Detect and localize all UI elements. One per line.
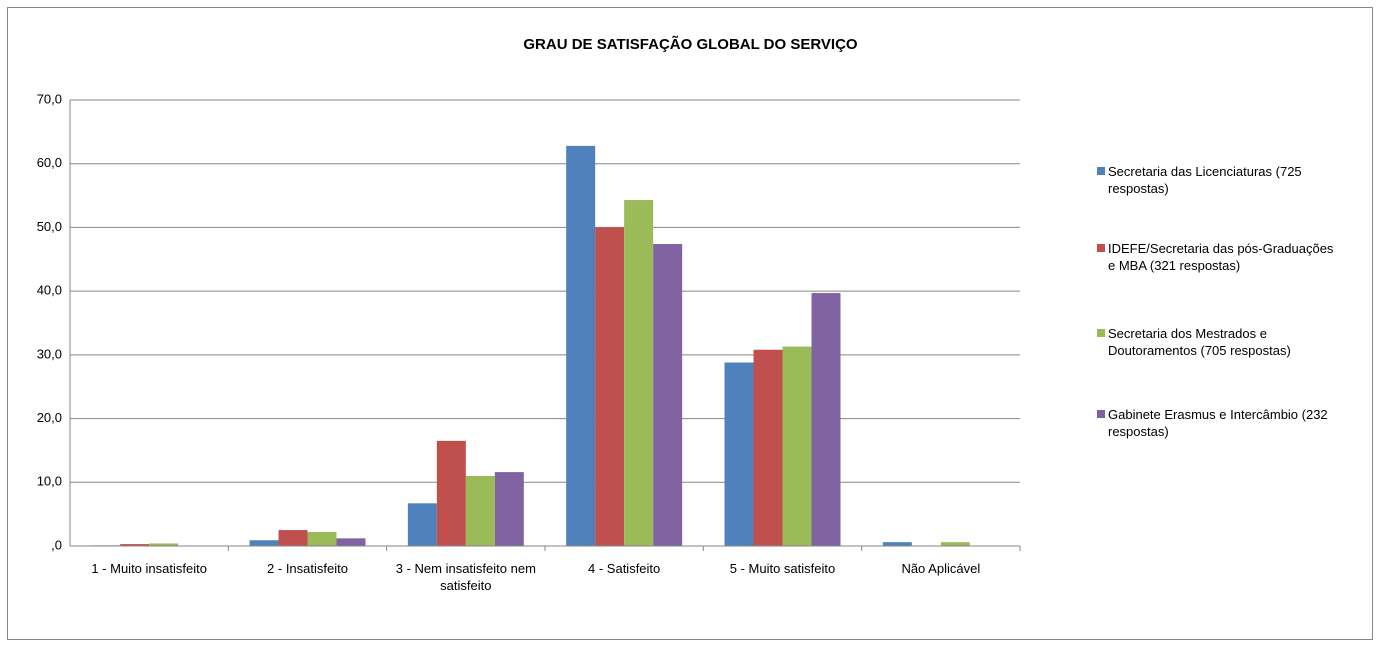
legend-label: Secretaria dos Mestrados e Doutoramentos… (1108, 326, 1291, 358)
x-tick-label: 1 - Muito insatisfeito (91, 561, 207, 576)
bar (940, 542, 970, 546)
bar (407, 503, 437, 546)
legend-label: Gabinete Erasmus e Intercâmbio (232 resp… (1108, 407, 1328, 439)
bar (120, 544, 150, 546)
x-tick-label: 3 - Nem insatisfeito nem satisfeito (395, 561, 536, 593)
x-tick-label: 2 - Insatisfeito (267, 561, 348, 576)
bar (494, 472, 524, 546)
legend-label: IDEFE/Secretaria das pós-Graduações e MB… (1108, 241, 1334, 273)
y-tick-label: 30,0 (37, 346, 62, 361)
y-tick-label: 20,0 (37, 410, 62, 425)
bar (653, 243, 683, 546)
bar (566, 145, 596, 547)
y-tick-label: 50,0 (37, 219, 62, 234)
bar (436, 440, 466, 546)
legend-swatch (1097, 167, 1105, 175)
bar (149, 543, 179, 546)
bar (307, 531, 337, 546)
legend-swatch (1097, 410, 1105, 418)
bar (278, 530, 308, 546)
bar (465, 475, 495, 546)
y-tick-label: 70,0 (37, 91, 62, 106)
bar (882, 542, 912, 546)
y-tick-label: 10,0 (37, 474, 62, 489)
x-tick-label: 5 - Muito satisfeito (729, 561, 836, 576)
y-tick-label: 40,0 (37, 283, 62, 298)
x-tick-label: 4 - Satisfeito (588, 561, 661, 576)
y-tick-label: 60,0 (37, 155, 62, 170)
bar (624, 200, 654, 546)
bar (782, 346, 812, 546)
chart-border (7, 7, 1373, 640)
legend-label: Secretaria das Licenciaturas (725 respos… (1108, 164, 1302, 196)
legend-swatch (1097, 329, 1105, 337)
y-tick-label: ,0 (51, 537, 62, 552)
bar (753, 349, 783, 546)
bar (724, 362, 754, 546)
x-tick-label: Não Aplicável (901, 561, 981, 576)
bar (811, 293, 841, 546)
bar (249, 540, 279, 546)
legend-swatch (1097, 244, 1105, 252)
bar (336, 538, 366, 546)
chart-title: GRAU DE SATISFAÇÃO GLOBAL DO SERVIÇO (523, 36, 858, 53)
bar (595, 227, 625, 546)
